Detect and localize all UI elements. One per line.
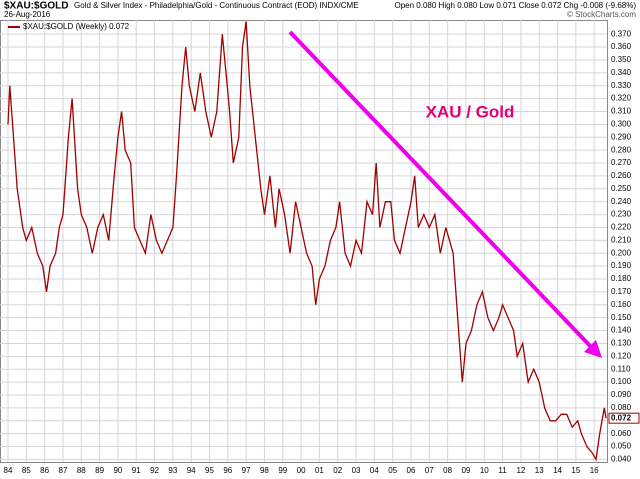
y-tick-label: 0.270	[611, 158, 632, 167]
y-tick-label: 0.060	[611, 429, 632, 438]
x-tick-label: 08	[443, 466, 452, 475]
y-tick-label: 0.360	[611, 42, 632, 51]
x-tick-label: 91	[132, 466, 141, 475]
x-tick-label: 12	[516, 466, 525, 475]
description: Gold & Silver Index - Philadelphia/Gold …	[74, 1, 359, 10]
y-tick-label: 0.160	[611, 300, 632, 309]
x-tick-label: 89	[95, 466, 104, 475]
y-tick-label: 0.300	[611, 119, 632, 128]
x-tick-label: 88	[77, 466, 86, 475]
x-tick-label: 16	[590, 466, 599, 475]
y-tick-label: 0.130	[611, 339, 632, 348]
y-tick-label: 0.040	[611, 455, 632, 464]
y-tick-label: 0.050	[611, 442, 632, 451]
y-tick-label: 0.140	[611, 326, 632, 335]
plot-frame	[0, 20, 608, 463]
grid	[0, 20, 607, 462]
x-tick-label: 02	[333, 466, 342, 475]
x-tick-label: 92	[150, 466, 159, 475]
credit: © StockCharts.com	[567, 10, 636, 19]
x-tick-label: 05	[388, 466, 397, 475]
x-tick-label: 04	[370, 466, 379, 475]
y-tick-label: 0.330	[611, 81, 632, 90]
y-tick-label: 0.200	[611, 248, 632, 257]
x-tick-label: 01	[315, 466, 324, 475]
x-tick-label: 85	[22, 466, 31, 475]
x-tick-label: 93	[168, 466, 177, 475]
x-tick-label: 14	[553, 466, 562, 475]
y-tick-label: 0.090	[611, 390, 632, 399]
x-tick-label: 87	[59, 466, 68, 475]
arrow-head	[584, 340, 602, 358]
legend-label: $XAU:$GOLD (Weekly) 0.072	[23, 22, 130, 31]
quote: Open 0.080 High 0.080 Low 0.071 Close 0.…	[395, 1, 637, 10]
x-tick-label: 94	[187, 466, 196, 475]
trend-arrow	[288, 30, 596, 352]
x-tick-label: 96	[223, 466, 232, 475]
y-tick-label: 0.240	[611, 197, 632, 206]
y-tick-label: 0.170	[611, 287, 632, 296]
y-tick-label: 0.120	[611, 351, 632, 360]
x-tick-label: 98	[260, 466, 269, 475]
series	[7, 21, 607, 462]
x-tick-label: 97	[242, 466, 251, 475]
x-tick-label: 10	[480, 466, 489, 475]
x-tick-label: 00	[297, 466, 306, 475]
y-tick-label: 0.290	[611, 132, 632, 141]
last-value-box	[608, 412, 640, 424]
y-tick-label: 0.210	[611, 235, 632, 244]
last-value-label: 0.072	[611, 413, 632, 422]
x-tick-label: 15	[571, 466, 580, 475]
x-tick-label: 84	[4, 466, 13, 475]
y-tick-label: 0.370	[611, 29, 632, 38]
y-tick-label: 0.320	[611, 94, 632, 103]
x-tick-label: 90	[113, 466, 122, 475]
y-tick-label: 0.310	[611, 107, 632, 116]
y-tick-label: 0.180	[611, 274, 632, 283]
y-tick-label: 0.080	[611, 403, 632, 412]
x-tick-label: 09	[461, 466, 470, 475]
x-tick-label: 86	[40, 466, 49, 475]
y-tick-label: 0.230	[611, 210, 632, 219]
date: 26-Aug-2016	[4, 10, 51, 19]
x-tick-label: 03	[352, 466, 361, 475]
x-tick-label: 07	[425, 466, 434, 475]
x-tick-label: 13	[535, 466, 544, 475]
x-tick-label: 95	[205, 466, 214, 475]
y-tick-label: 0.260	[611, 171, 632, 180]
y-tick-label: 0.110	[611, 364, 631, 373]
y-tick-label: 0.190	[611, 261, 632, 270]
y-tick-label: 0.150	[611, 313, 632, 322]
y-tick-label: 0.250	[611, 184, 632, 193]
price-line	[7, 21, 607, 462]
x-tick-label: 11	[498, 466, 507, 475]
y-tick-label: 0.340	[611, 68, 632, 77]
annotation: XAU / Gold	[426, 102, 515, 121]
symbol: $XAU:$GOLD	[4, 1, 68, 12]
y-tick-label: 0.280	[611, 145, 632, 154]
x-tick-label: 06	[407, 466, 416, 475]
y-tick-label: 0.100	[611, 377, 632, 386]
y-tick-label: 0.350	[611, 55, 632, 64]
x-tick-label: 99	[278, 466, 287, 475]
y-tick-label: 0.220	[611, 223, 632, 232]
